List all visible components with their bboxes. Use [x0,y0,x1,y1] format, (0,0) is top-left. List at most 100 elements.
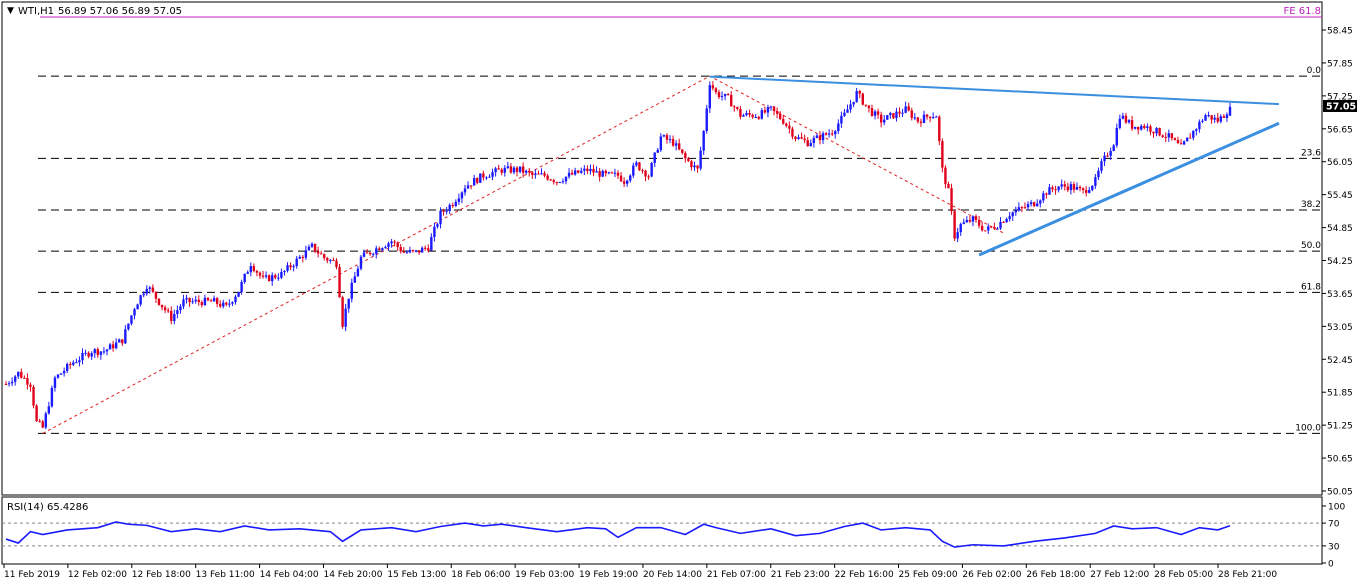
candle-body [411,250,415,252]
rsi-axis: 100 70 30 0 [1322,503,1345,570]
trendline-resistance [709,75,1280,106]
candle-body [494,168,497,173]
candle-body [1118,118,1122,128]
candle-body [292,266,295,268]
price-tick-label: 51.25 [1327,422,1353,432]
candle-body [632,165,635,176]
trendlines[interactable] [709,75,1280,257]
candle-body [1146,126,1149,128]
price-panel-frame [1,1,1323,496]
candle-body [549,179,552,181]
candle-body [430,237,433,251]
candle-body [271,275,274,282]
candle-body [561,181,565,183]
fib-level-label: 50.0 [1301,241,1321,251]
candle-body [353,276,357,283]
candle-body [491,172,494,177]
candle-body [653,152,656,163]
candle-body [879,114,883,123]
fib-level-label: 38.2 [1301,200,1321,210]
candle-body [41,421,44,428]
candle-body [59,373,63,375]
candle-body [402,251,405,253]
candle-body [231,302,234,304]
candle-body [525,170,528,173]
candle-body [509,166,513,173]
candle-body [635,162,638,166]
candle-body [818,135,822,141]
candle-body [127,323,130,330]
candle-body [326,258,329,261]
symbol-dropdown-icon[interactable]: ▼ [7,6,14,16]
candle-body [13,376,17,382]
candle-body [301,256,305,258]
fib-level-label: 100.0 [1295,423,1321,433]
candle-body [466,185,470,189]
candle-body [1036,203,1039,207]
time-tick-label: 14 Feb 20:00 [323,570,382,580]
candle-body [1222,116,1226,119]
time-tick-label: 27 Feb 12:00 [1090,570,1149,580]
candle-body [396,242,399,248]
candle-body [702,131,705,151]
candle-body [47,406,51,414]
candle-body [601,170,604,177]
candle-body [843,112,846,116]
candle-body [1023,207,1027,209]
candle-body [203,297,207,306]
candle-body [595,171,598,173]
candle-body [867,105,871,109]
time-axis: 11 Feb 2019 12 Feb 02:00 12 Feb 18:00 13 Fe… [3,564,1277,580]
fib-level-label: 61.8 [1301,282,1321,292]
rsi-tick-label: 70 [1328,520,1340,530]
candle-body [283,270,286,272]
candle-body [1133,126,1137,129]
candle-body [619,175,623,182]
candle-body [699,150,702,169]
candle-body [457,198,461,202]
candle-body [678,143,681,150]
candle-body [1069,184,1073,191]
candle-body [274,275,277,278]
candle-body [993,226,996,229]
candle-body [1189,137,1192,139]
candle-body [772,106,776,111]
candle-body [512,167,516,173]
time-tick-label: 28 Feb 21:00 [1218,570,1277,580]
candle-body [163,307,167,311]
candle-body [1048,187,1051,195]
candle-body [26,378,29,385]
candle-body [757,116,760,119]
candle-body [919,121,923,123]
candle-body [108,344,112,350]
candle-body [518,166,522,172]
candle-body [521,166,525,173]
candle-body [971,216,975,222]
candle-body [791,128,794,137]
candle-body [286,265,289,271]
candle-body [996,228,999,230]
candle-body [1008,216,1011,219]
candle-body [922,114,926,123]
candle-body [258,272,262,276]
candle-body [215,298,219,304]
candle-body [889,113,892,116]
candle-body [570,172,574,175]
candle-body [821,133,825,141]
candle-body [114,342,118,349]
candle-body [420,247,424,253]
candle-body [1195,129,1198,131]
candle-body [427,248,430,251]
candle-body [234,296,237,303]
candle-body [368,252,372,255]
candle-body [442,210,445,212]
candle-body [534,173,537,175]
candle-body [344,308,347,327]
candle-body [310,243,314,247]
candle-body [650,162,653,177]
candle-body [733,106,736,108]
candle-body [625,180,629,184]
candle-body [375,248,378,254]
